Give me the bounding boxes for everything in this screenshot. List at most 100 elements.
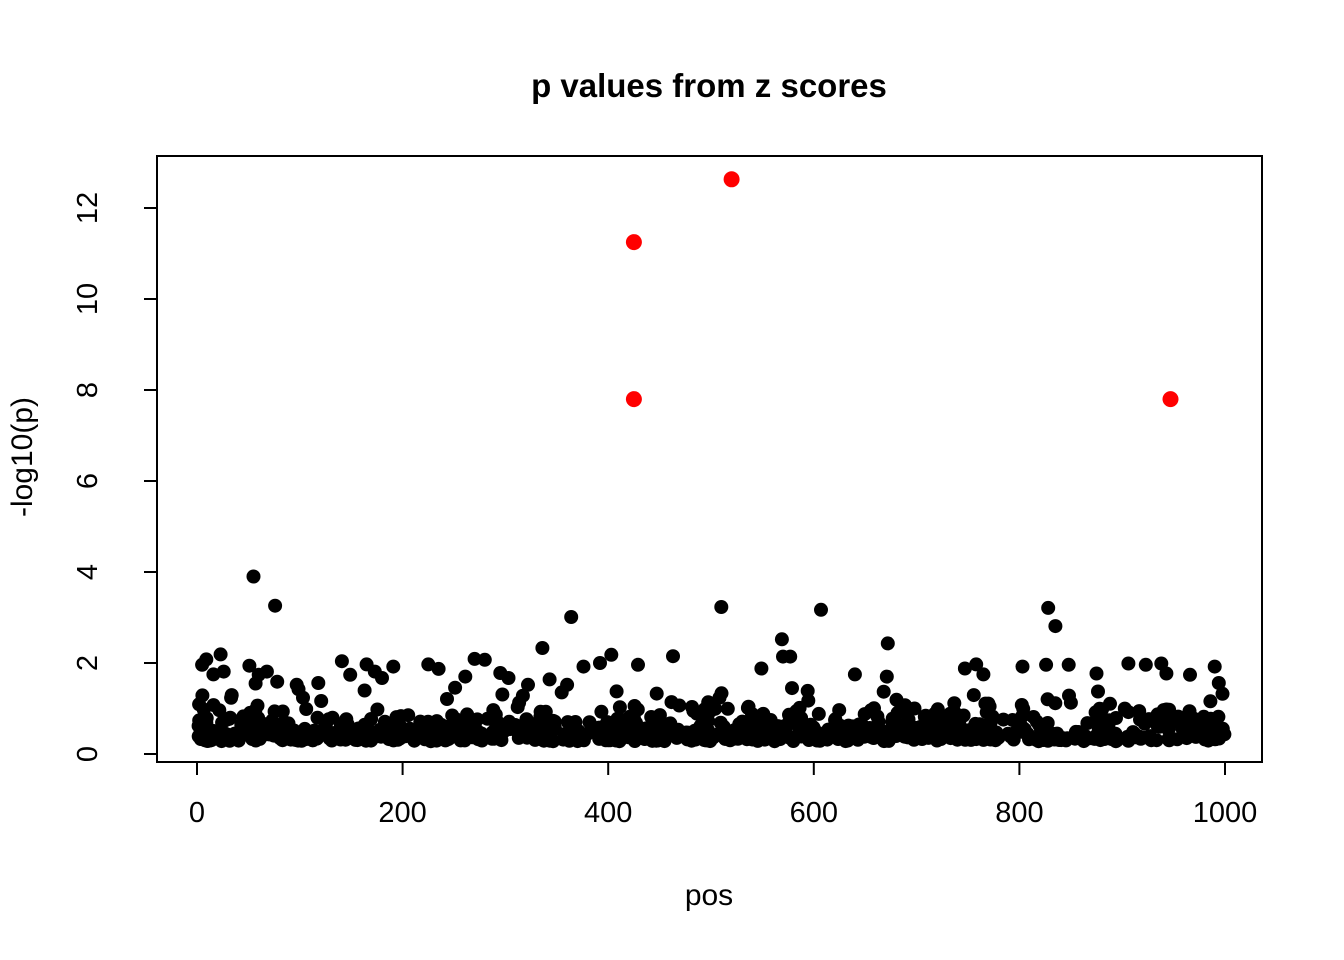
x-axis-label: pos [685, 879, 733, 912]
data-point [1184, 722, 1199, 737]
data-point [1126, 728, 1140, 743]
y-tick-label: 10 [72, 283, 104, 315]
data-point [375, 671, 389, 685]
data-point [785, 681, 799, 696]
data-point [242, 658, 257, 673]
data-point [339, 712, 354, 727]
data-point [218, 713, 233, 727]
data-point [213, 647, 228, 662]
data-point [877, 734, 891, 749]
data-point [666, 649, 680, 664]
data-point [774, 719, 789, 734]
data-point [299, 702, 314, 716]
data-point [957, 661, 972, 676]
data-point [216, 664, 231, 679]
data-point [343, 667, 358, 682]
data-point [1078, 729, 1093, 744]
data-point [377, 714, 392, 729]
x-tick-label: 1000 [1193, 797, 1258, 829]
data-point [364, 733, 378, 748]
data-point [650, 733, 665, 748]
background-points-layer [191, 680, 1232, 749]
data-point [699, 733, 714, 748]
data-point [486, 731, 501, 746]
data-point [467, 651, 482, 666]
data-point [535, 641, 550, 655]
data-point [199, 715, 214, 730]
data-point [1048, 696, 1063, 711]
x-axis: 0 200 400 600 800 1000 [189, 762, 1257, 829]
data-point [814, 602, 828, 617]
data-point [246, 569, 261, 584]
y-axis-label: -log10(p) [6, 397, 39, 517]
y-axis: 0 2 4 6 8 10 12 [72, 192, 157, 762]
data-point [259, 664, 274, 679]
data-point [821, 725, 836, 740]
y-tick-label: 2 [72, 655, 104, 671]
data-point [1159, 666, 1174, 681]
data-point [603, 733, 617, 748]
data-point [251, 711, 266, 725]
data-point [268, 598, 283, 613]
data-point [811, 706, 826, 721]
highlight-point [625, 234, 642, 251]
data-point [1207, 659, 1222, 674]
plot-frame [156, 155, 1263, 763]
data-point [1048, 619, 1063, 634]
data-point [1039, 657, 1054, 672]
data-point [501, 671, 516, 685]
data-point [1063, 695, 1078, 710]
data-point [621, 729, 636, 744]
data-point [1137, 716, 1152, 731]
data-point [1121, 656, 1136, 671]
data-point [386, 659, 401, 674]
data-point [794, 711, 809, 725]
data-point [1121, 705, 1136, 720]
data-point [774, 632, 789, 647]
data-point [683, 728, 698, 743]
data-point [867, 701, 881, 716]
outlier-points-layer [195, 569, 1226, 692]
highlight-points-layer [625, 171, 1179, 408]
data-point [1209, 732, 1224, 746]
data-point [956, 708, 971, 723]
data-point [458, 669, 473, 684]
data-point [926, 708, 941, 723]
data-point [669, 727, 684, 742]
data-point [696, 715, 711, 730]
data-point [282, 729, 297, 744]
data-point [512, 695, 527, 710]
data-point [542, 672, 557, 687]
data-point [1014, 698, 1029, 712]
data-point [314, 694, 329, 708]
data-point [983, 732, 998, 747]
data-point [1138, 657, 1153, 672]
data-point [1015, 659, 1030, 674]
data-point [563, 728, 578, 743]
data-point [421, 714, 436, 729]
data-point [275, 704, 290, 719]
data-point [560, 677, 575, 692]
data-point [1215, 686, 1230, 701]
data-point [488, 707, 503, 722]
data-point [1161, 722, 1176, 737]
data-point [270, 674, 285, 689]
data-point [713, 715, 728, 730]
data-point [441, 719, 456, 734]
data-point [469, 725, 484, 740]
data-point [243, 724, 258, 739]
data-point [547, 714, 562, 729]
data-point [1183, 667, 1197, 682]
data-point [880, 636, 895, 651]
data-point [938, 709, 953, 724]
data-point [594, 704, 609, 719]
x-tick-label: 800 [995, 797, 1043, 829]
data-point [847, 667, 862, 682]
data-point [1196, 709, 1211, 724]
highlight-point [1162, 391, 1179, 408]
y-tick-label: 4 [72, 564, 104, 580]
data-point [1163, 708, 1178, 723]
data-point [714, 600, 729, 614]
